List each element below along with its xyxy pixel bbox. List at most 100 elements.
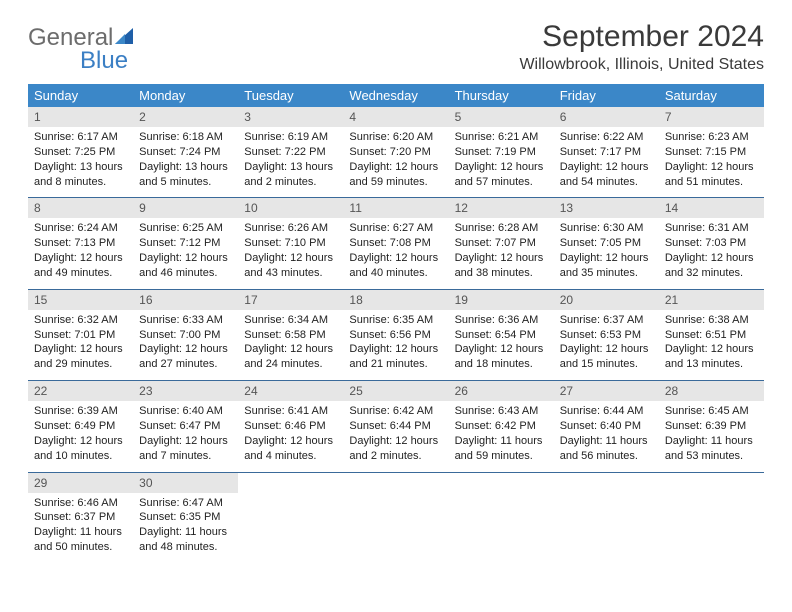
daylight-text: Daylight: 12 hours and 27 minutes. <box>139 342 232 372</box>
sunrise-text: Sunrise: 6:35 AM <box>349 313 442 328</box>
sunset-text: Sunset: 7:17 PM <box>560 145 653 160</box>
day-content-cell: Sunrise: 6:19 AMSunset: 7:22 PMDaylight:… <box>238 127 343 198</box>
day-content-cell: Sunrise: 6:17 AMSunset: 7:25 PMDaylight:… <box>28 127 133 198</box>
sunrise-text: Sunrise: 6:25 AM <box>139 221 232 236</box>
sunrise-text: Sunrise: 6:47 AM <box>139 496 232 511</box>
day-number-cell: 24 <box>238 381 343 402</box>
sunrise-text: Sunrise: 6:18 AM <box>139 130 232 145</box>
day-content-cell: Sunrise: 6:47 AMSunset: 6:35 PMDaylight:… <box>133 493 238 563</box>
sunrise-text: Sunrise: 6:31 AM <box>665 221 758 236</box>
day-content-cell <box>238 493 343 563</box>
day-content-cell: Sunrise: 6:28 AMSunset: 7:07 PMDaylight:… <box>449 218 554 289</box>
daylight-text: Daylight: 12 hours and 24 minutes. <box>244 342 337 372</box>
sunrise-text: Sunrise: 6:41 AM <box>244 404 337 419</box>
daylight-text: Daylight: 12 hours and 13 minutes. <box>665 342 758 372</box>
sunset-text: Sunset: 7:25 PM <box>34 145 127 160</box>
daylight-text: Daylight: 12 hours and 29 minutes. <box>34 342 127 372</box>
daylight-text: Daylight: 12 hours and 59 minutes. <box>349 160 442 190</box>
day-content-cell: Sunrise: 6:43 AMSunset: 6:42 PMDaylight:… <box>449 401 554 472</box>
sunrise-text: Sunrise: 6:20 AM <box>349 130 442 145</box>
weekday-header: Saturday <box>659 84 764 107</box>
sunrise-text: Sunrise: 6:27 AM <box>349 221 442 236</box>
day-content-cell: Sunrise: 6:32 AMSunset: 7:01 PMDaylight:… <box>28 310 133 381</box>
daylight-text: Daylight: 11 hours and 48 minutes. <box>139 525 232 555</box>
sunrise-text: Sunrise: 6:40 AM <box>139 404 232 419</box>
sunset-text: Sunset: 7:13 PM <box>34 236 127 251</box>
daylight-text: Daylight: 11 hours and 56 minutes. <box>560 434 653 464</box>
sunrise-text: Sunrise: 6:42 AM <box>349 404 442 419</box>
sunset-text: Sunset: 6:54 PM <box>455 328 548 343</box>
day-content-cell: Sunrise: 6:25 AMSunset: 7:12 PMDaylight:… <box>133 218 238 289</box>
day-number-cell: 15 <box>28 289 133 310</box>
sunset-text: Sunset: 7:10 PM <box>244 236 337 251</box>
sunrise-text: Sunrise: 6:19 AM <box>244 130 337 145</box>
sunset-text: Sunset: 6:46 PM <box>244 419 337 434</box>
day-number-cell: 12 <box>449 198 554 219</box>
day-content-cell: Sunrise: 6:39 AMSunset: 6:49 PMDaylight:… <box>28 401 133 472</box>
daylight-text: Daylight: 11 hours and 53 minutes. <box>665 434 758 464</box>
day-number-cell <box>343 472 448 493</box>
sunset-text: Sunset: 6:35 PM <box>139 510 232 525</box>
daylight-text: Daylight: 12 hours and 38 minutes. <box>455 251 548 281</box>
day-number-cell: 9 <box>133 198 238 219</box>
sunset-text: Sunset: 6:40 PM <box>560 419 653 434</box>
weekday-header: Wednesday <box>343 84 448 107</box>
day-content-cell: Sunrise: 6:37 AMSunset: 6:53 PMDaylight:… <box>554 310 659 381</box>
day-number-cell: 8 <box>28 198 133 219</box>
day-content-cell <box>659 493 764 563</box>
sunrise-text: Sunrise: 6:24 AM <box>34 221 127 236</box>
day-content-cell: Sunrise: 6:45 AMSunset: 6:39 PMDaylight:… <box>659 401 764 472</box>
sunrise-text: Sunrise: 6:26 AM <box>244 221 337 236</box>
location-text: Willowbrook, Illinois, United States <box>519 56 764 74</box>
day-number-cell: 5 <box>449 107 554 127</box>
sunset-text: Sunset: 7:01 PM <box>34 328 127 343</box>
daylight-text: Daylight: 12 hours and 35 minutes. <box>560 251 653 281</box>
daylight-text: Daylight: 12 hours and 10 minutes. <box>34 434 127 464</box>
day-content-row: Sunrise: 6:39 AMSunset: 6:49 PMDaylight:… <box>28 401 764 472</box>
day-number-row: 2930 <box>28 472 764 493</box>
sunset-text: Sunset: 7:12 PM <box>139 236 232 251</box>
day-number-cell: 25 <box>343 381 448 402</box>
day-number-row: 1234567 <box>28 107 764 127</box>
logo-blue-text: Blue <box>80 49 137 73</box>
sunset-text: Sunset: 7:22 PM <box>244 145 337 160</box>
day-content-cell: Sunrise: 6:26 AMSunset: 7:10 PMDaylight:… <box>238 218 343 289</box>
day-number-cell: 11 <box>343 198 448 219</box>
title-block: September 2024 Willowbrook, Illinois, Un… <box>519 20 764 74</box>
daylight-text: Daylight: 12 hours and 18 minutes. <box>455 342 548 372</box>
daylight-text: Daylight: 13 hours and 5 minutes. <box>139 160 232 190</box>
sunrise-text: Sunrise: 6:43 AM <box>455 404 548 419</box>
sunrise-text: Sunrise: 6:34 AM <box>244 313 337 328</box>
day-content-cell: Sunrise: 6:35 AMSunset: 6:56 PMDaylight:… <box>343 310 448 381</box>
calendar-table: Sunday Monday Tuesday Wednesday Thursday… <box>28 84 764 563</box>
day-number-cell: 29 <box>28 472 133 493</box>
day-number-row: 15161718192021 <box>28 289 764 310</box>
sunset-text: Sunset: 6:44 PM <box>349 419 442 434</box>
day-content-cell <box>554 493 659 563</box>
sunset-text: Sunset: 7:19 PM <box>455 145 548 160</box>
header: General Blue September 2024 Willowbrook,… <box>28 20 764 74</box>
sunrise-text: Sunrise: 6:37 AM <box>560 313 653 328</box>
sunrise-text: Sunrise: 6:21 AM <box>455 130 548 145</box>
daylight-text: Daylight: 12 hours and 15 minutes. <box>560 342 653 372</box>
sunset-text: Sunset: 7:24 PM <box>139 145 232 160</box>
month-title: September 2024 <box>519 20 764 54</box>
day-number-cell: 17 <box>238 289 343 310</box>
sunrise-text: Sunrise: 6:28 AM <box>455 221 548 236</box>
sunrise-text: Sunrise: 6:44 AM <box>560 404 653 419</box>
day-content-cell <box>343 493 448 563</box>
day-content-cell: Sunrise: 6:18 AMSunset: 7:24 PMDaylight:… <box>133 127 238 198</box>
day-number-cell <box>238 472 343 493</box>
day-content-cell: Sunrise: 6:22 AMSunset: 7:17 PMDaylight:… <box>554 127 659 198</box>
daylight-text: Daylight: 12 hours and 43 minutes. <box>244 251 337 281</box>
sunset-text: Sunset: 7:05 PM <box>560 236 653 251</box>
day-content-cell: Sunrise: 6:30 AMSunset: 7:05 PMDaylight:… <box>554 218 659 289</box>
weekday-header: Sunday <box>28 84 133 107</box>
day-content-cell: Sunrise: 6:44 AMSunset: 6:40 PMDaylight:… <box>554 401 659 472</box>
weekday-header: Tuesday <box>238 84 343 107</box>
day-content-cell: Sunrise: 6:34 AMSunset: 6:58 PMDaylight:… <box>238 310 343 381</box>
sunrise-text: Sunrise: 6:30 AM <box>560 221 653 236</box>
day-number-cell: 13 <box>554 198 659 219</box>
day-content-cell: Sunrise: 6:42 AMSunset: 6:44 PMDaylight:… <box>343 401 448 472</box>
logo: General Blue <box>28 20 137 73</box>
